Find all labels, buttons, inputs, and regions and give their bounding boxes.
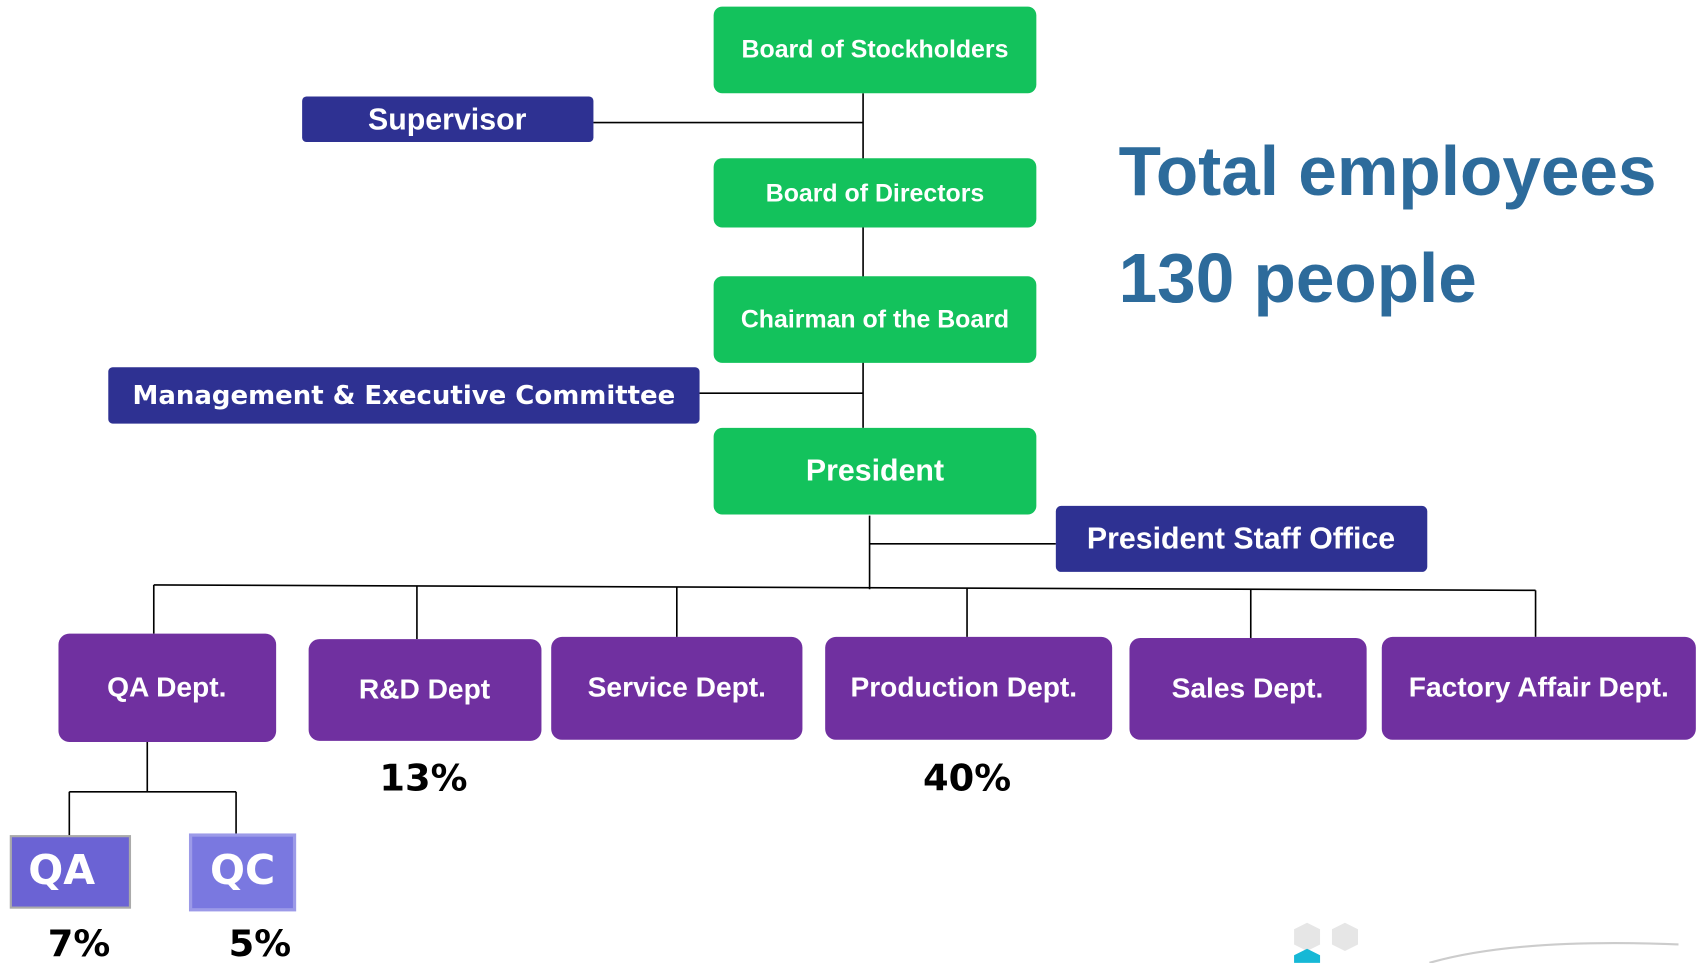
node-box	[713, 158, 1037, 228]
dept-box	[58, 633, 277, 742]
dept-box	[825, 636, 1113, 740]
dept-box	[308, 639, 542, 741]
node-label: Management & Executive Committee	[133, 381, 676, 411]
node-label: Chairman of the Board	[741, 305, 1009, 333]
node-box	[302, 96, 594, 143]
logo-fragment	[1294, 922, 1679, 963]
unit-label: QA	[28, 846, 95, 894]
dept-share: 40%	[923, 756, 1011, 799]
headline: 130 people	[1119, 239, 1477, 317]
unit-share: 5%	[229, 922, 291, 963]
dept-label: Sales Dept.	[1172, 672, 1324, 703]
headline: Total employees	[1119, 132, 1657, 210]
node-box	[108, 367, 700, 424]
node-label: Board of Stockholders	[742, 36, 1009, 64]
connectors	[68, 93, 1537, 837]
unit-label: QC	[210, 846, 275, 894]
node-label: Board of Directors	[766, 180, 985, 208]
node-box	[713, 276, 1037, 363]
dept-label: QA Dept.	[107, 671, 226, 702]
node-label: President	[806, 454, 944, 487]
dept-label: Production Dept.	[850, 671, 1077, 702]
dept-label: Factory Affair Dept.	[1409, 671, 1669, 702]
dept-label: Service Dept.	[588, 671, 766, 702]
node-box	[1055, 505, 1428, 572]
node-label: President Staff Office	[1087, 523, 1395, 556]
unit-box	[9, 835, 132, 909]
dept-box	[551, 636, 803, 740]
unit-share: 7%	[48, 922, 110, 963]
node-box	[713, 6, 1037, 94]
node-box	[713, 427, 1037, 515]
node-label: Supervisor	[368, 103, 527, 136]
dept-box	[1129, 637, 1367, 740]
unit-box	[188, 833, 297, 912]
dept-box	[1381, 636, 1696, 740]
dept-share: 13%	[379, 756, 467, 799]
dept-label: R&D Dept	[359, 673, 491, 704]
